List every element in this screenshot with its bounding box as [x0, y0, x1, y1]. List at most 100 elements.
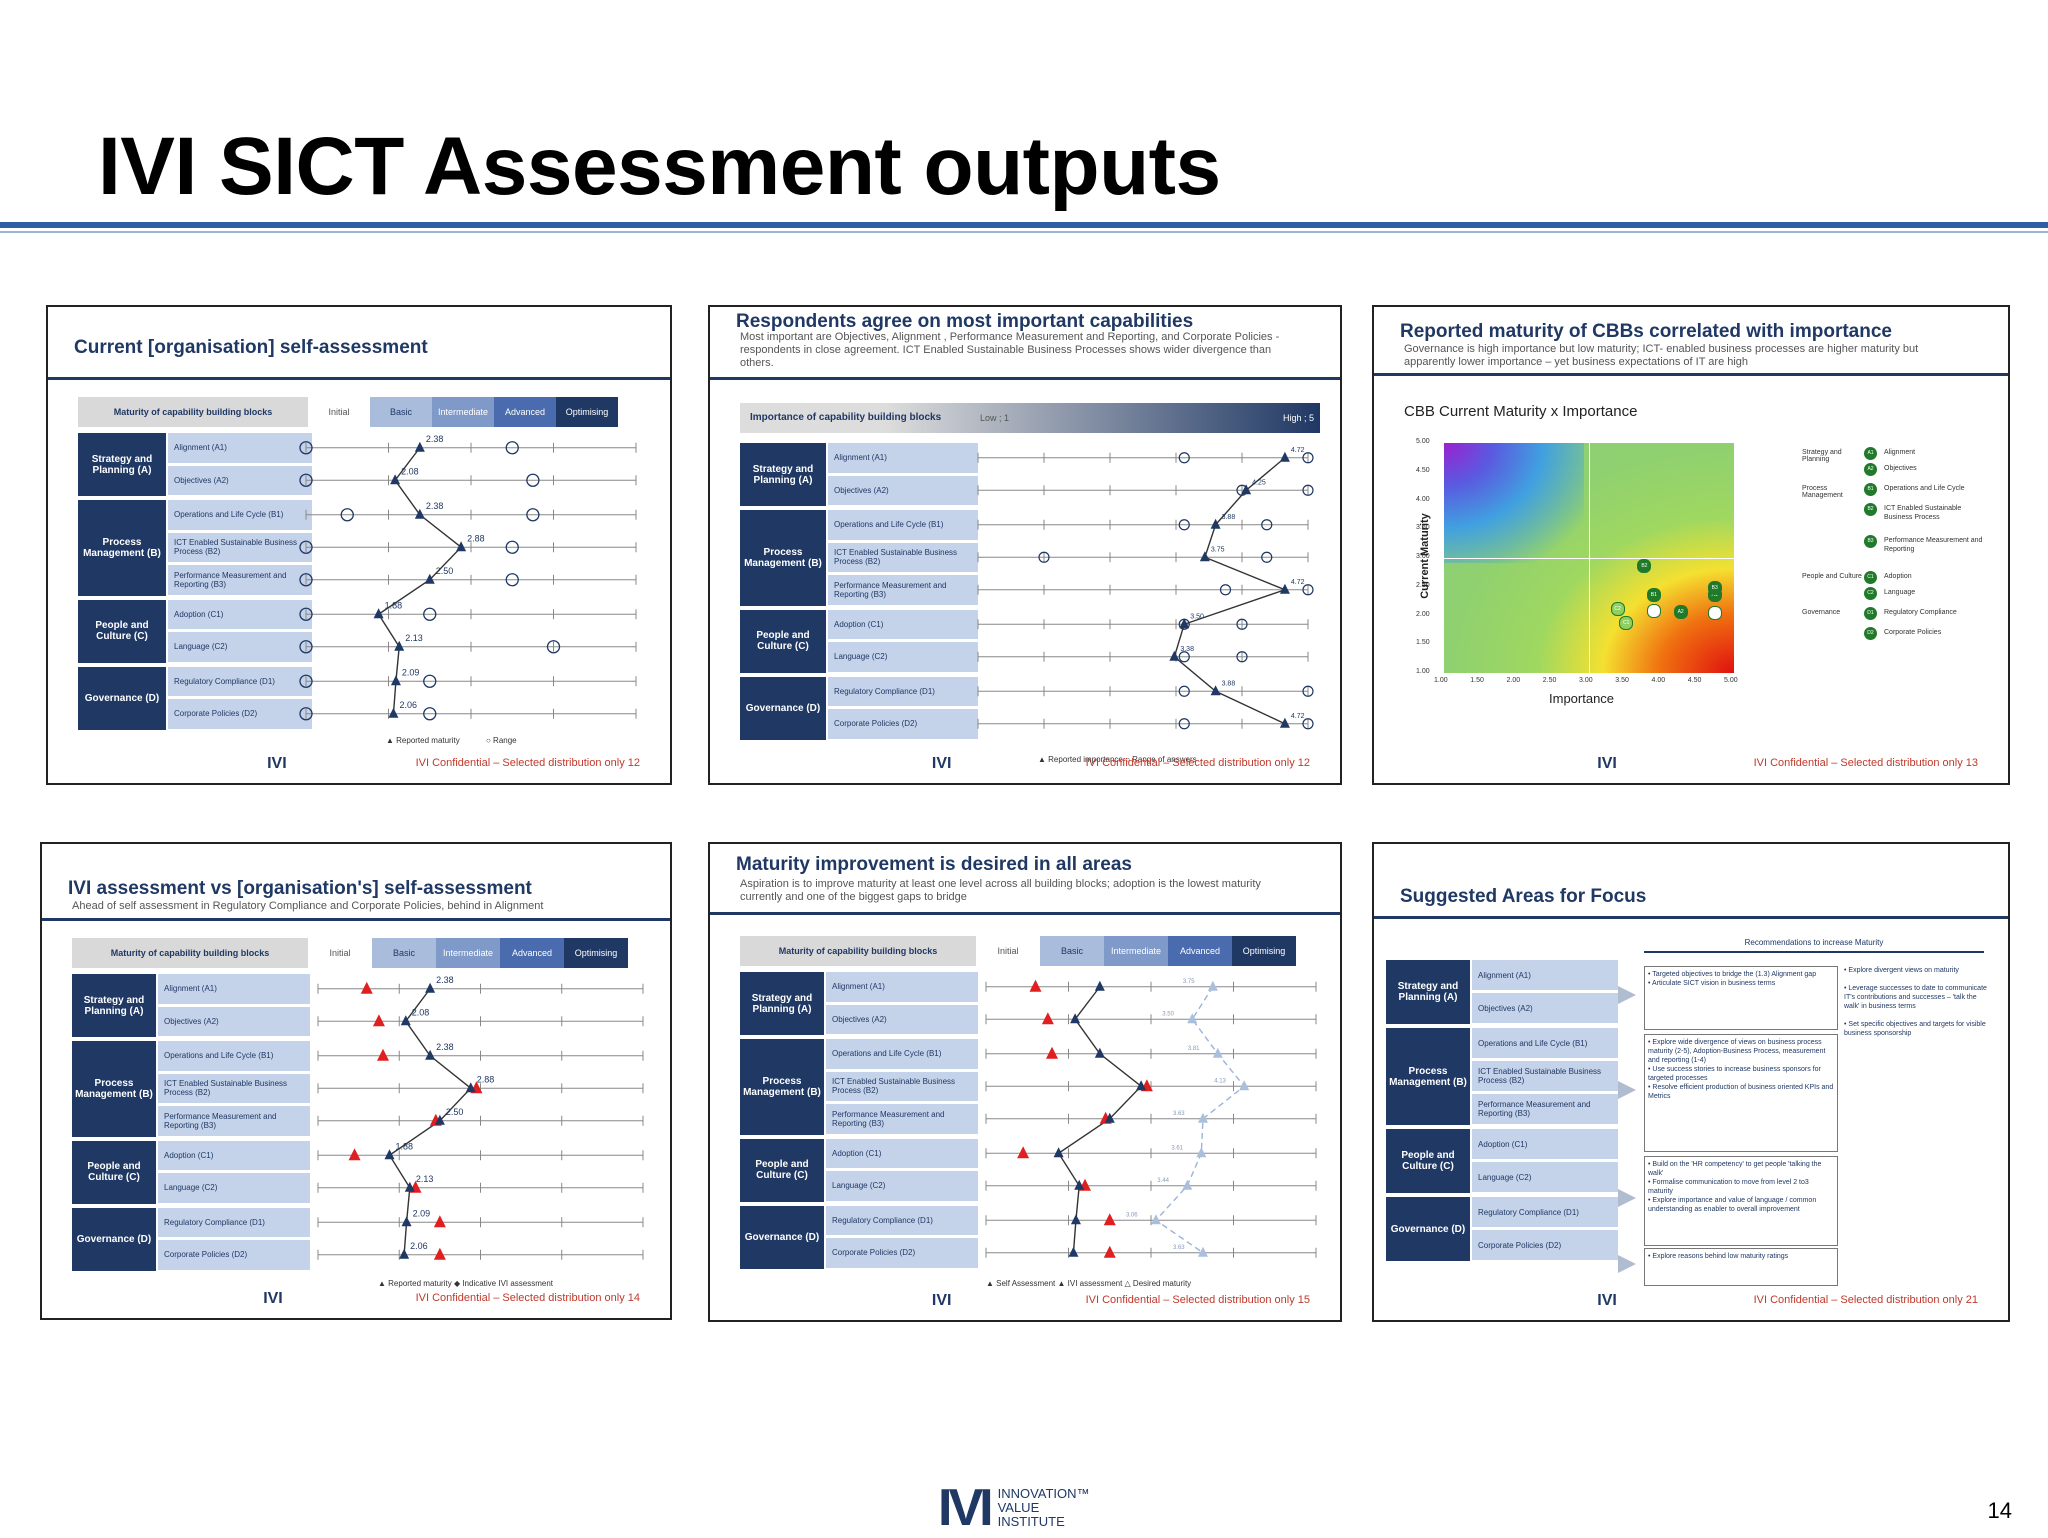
scatter-point-d1: D1	[1646, 604, 1661, 619]
side-recommendations: • Explore divergent views on maturity • …	[1844, 967, 1987, 1037]
scale-level-optimising: Optimising	[564, 938, 628, 968]
category-cell: People and Culture (C)	[78, 599, 166, 663]
value-label: 4.13	[1214, 1078, 1226, 1084]
y-tick-label: 2.50	[1416, 581, 1430, 589]
x-tick-label: 3.50	[1615, 677, 1629, 684]
scale-level-basic: Basic	[370, 397, 432, 427]
cbb-row-label: Objectives (A2)	[1472, 993, 1618, 1023]
range-marker	[1302, 685, 1314, 697]
scale-high-label: High ; 5	[1282, 413, 1314, 423]
range-marker	[1178, 718, 1190, 730]
reported-maturity-point	[434, 1114, 445, 1125]
value-label: 2.08	[412, 1007, 430, 1017]
legend-badge: B2	[1864, 503, 1877, 516]
value-label: 2.38	[436, 1042, 454, 1052]
ivi-assessment-point	[433, 1247, 446, 1260]
desired-maturity-point	[1207, 980, 1218, 991]
scale-level-advanced: Advanced	[500, 938, 564, 968]
range-marker	[1038, 551, 1050, 563]
range-marker	[1302, 452, 1314, 464]
desired-maturity-point	[1239, 1080, 1250, 1091]
x-axis-label: Importance	[1549, 691, 1615, 706]
importance-point	[1199, 551, 1210, 562]
cbb-row-label: ICT Enabled Sustainable Business Process…	[158, 1073, 310, 1103]
desired-maturity-point	[1197, 1112, 1208, 1123]
cbb-row-label: Alignment (A1)	[168, 433, 312, 463]
footer-confidential: IVI Confidential – Selected distribution…	[1085, 757, 1310, 769]
heatmap-plot	[1444, 443, 1734, 673]
range-marker	[1178, 452, 1190, 464]
range-marker	[299, 640, 313, 654]
scale-level-intermediate: Intermediate	[436, 938, 500, 968]
maturity-chart: 4.72 4.25 3.88 3.75 4.72 3.50 3.38 3.88 4.72 ▲ Re…	[977, 447, 1314, 764]
scale-level-advanced: Advanced	[494, 397, 556, 427]
category-cell: Governance (D)	[72, 1207, 156, 1271]
recommendation-box: • Explore wide divergence of views on bu…	[1644, 1034, 1838, 1152]
self-assessment-point	[1104, 1112, 1115, 1123]
reported-maturity-point	[390, 474, 401, 485]
legend-item-label: Corporate Policies	[1884, 629, 1942, 636]
reported-maturity-point	[456, 541, 467, 552]
range-marker	[1178, 519, 1190, 531]
y-tick-label: 3.00	[1416, 553, 1430, 560]
importance-point	[1279, 583, 1290, 594]
scale-level-basic: Basic	[1040, 936, 1104, 966]
recommendation-box: • Build on the 'HR competency' to get pe…	[1644, 1156, 1838, 1246]
range-marker	[505, 441, 519, 455]
scale-level-advanced: Advanced	[1168, 936, 1232, 966]
ivi-assessment-point	[1041, 1012, 1054, 1025]
scale-level-intermediate: Intermediate	[1104, 936, 1168, 966]
self-assessment-point	[1094, 1047, 1105, 1058]
value-label: 2.38	[436, 975, 454, 985]
cbb-row-label: Regulatory Compliance (D1)	[826, 1205, 978, 1235]
footer-logo: IVI	[1597, 1292, 1617, 1309]
cbb-row-label: Corporate Policies (D2)	[1472, 1230, 1618, 1260]
range-marker	[299, 573, 313, 587]
value-label: 3.88	[1222, 514, 1236, 521]
range-marker	[423, 607, 437, 621]
category-cell: Strategy and Planning (A)	[72, 974, 156, 1037]
value-label: 2.88	[477, 1074, 495, 1084]
range-marker	[340, 508, 354, 522]
category-cell: Governance (D)	[78, 666, 166, 730]
cbb-row-label: Operations and Life Cycle (B1)	[168, 500, 312, 530]
reported-maturity-point	[394, 640, 405, 651]
legend-importance: ▲ Reported importance ○ Range of answers	[1038, 755, 1197, 764]
scale-header-label: Maturity of capability building blocks	[72, 938, 308, 968]
cbb-row-label: Objectives (A2)	[826, 1004, 978, 1034]
range-marker	[299, 473, 313, 487]
reported-maturity-point	[384, 1149, 395, 1160]
value-label: 2.88	[467, 533, 485, 543]
cbb-row-label: Adoption (C1)	[168, 599, 312, 629]
cbb-row-label: Language (C2)	[828, 642, 978, 672]
title-underline	[1374, 916, 2008, 919]
cbb-row-label: Alignment (A1)	[158, 974, 310, 1004]
thumbnail-improvement: Maturity improvement is desired in all a…	[708, 842, 1342, 1322]
reported-maturity-line	[388, 988, 472, 1255]
cbb-row-label: Objectives (A2)	[828, 475, 978, 505]
range-marker	[423, 674, 437, 688]
thumbnail-importance: Respondents agree on most important capa…	[708, 305, 1342, 785]
legend-badge: D1	[1864, 607, 1877, 620]
reported-maturity-point	[425, 1049, 436, 1060]
footer-logo: IVI	[1597, 755, 1617, 772]
range-marker	[1178, 651, 1190, 663]
scatter-point-b2: B2	[1637, 558, 1652, 573]
category-cell: People and Culture (C)	[740, 609, 826, 673]
legend-reported: ▲ Reported maturity	[386, 736, 460, 745]
cbb-row-label: ICT Enabled Sustainable Business Process…	[828, 542, 978, 572]
maturity-chart: 2.38 2.08 2.38 2.88 2.50 1.88 2.13 2.09 2.06 ▲ Re…	[317, 975, 644, 1288]
maturity-chart: 2.38 2.08 2.38 2.88 2.50 1.88 2.13 2.09 2.06 ▲ Re…	[299, 434, 637, 745]
importance-point	[1279, 451, 1290, 462]
category-cell: Process Management (B)	[78, 500, 166, 596]
heatmap-cool-region	[1444, 443, 1584, 563]
thumb-title: Respondents agree on most important capa…	[736, 311, 1194, 332]
self-assessment-point	[1074, 1179, 1085, 1190]
legend-badge: A2	[1864, 463, 1877, 476]
reported-maturity-point	[401, 1216, 412, 1227]
footer-confidential: IVI Confidential – Selected distribution…	[415, 1292, 640, 1304]
value-label: 2.38	[426, 434, 444, 444]
ivi-logo: IVI INNOVATION™ VALUE INSTITUTE	[938, 1478, 1090, 1538]
y-tick-label: 1.00	[1416, 668, 1430, 675]
scatter-point-d2: D2	[1707, 606, 1722, 621]
